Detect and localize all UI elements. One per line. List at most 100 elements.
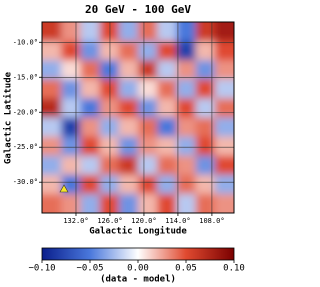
heat-cell <box>138 60 158 80</box>
heat-cell <box>118 60 139 80</box>
heat-cell <box>157 193 177 213</box>
x-tick-label: 108.0° <box>199 217 224 225</box>
heat-cell <box>42 41 62 61</box>
y-tick-label: -10.0° <box>13 38 38 46</box>
heat-cell <box>195 41 216 61</box>
heat-cell <box>118 193 139 213</box>
heat-cell <box>99 193 120 213</box>
heat-cell <box>80 193 101 213</box>
x-tick-label: 132.0° <box>63 217 88 225</box>
heat-cell <box>99 155 120 176</box>
heat-cell <box>157 22 177 42</box>
heat-cell <box>138 136 158 157</box>
heat-cell <box>99 60 120 80</box>
heat-cell <box>176 136 197 157</box>
heat-cell <box>176 41 197 61</box>
y-axis-label: Galactic Latitude <box>3 71 14 164</box>
heat-cell <box>42 174 62 195</box>
heat-cell <box>118 22 139 42</box>
heat-cell <box>195 155 216 176</box>
heat-cell <box>118 98 139 118</box>
heat-cell <box>80 79 101 99</box>
heat-cell <box>99 174 120 195</box>
heat-cell <box>99 136 120 157</box>
heat-cell <box>195 136 216 157</box>
heat-cell <box>176 117 197 138</box>
heat-cell <box>214 79 234 99</box>
heat-cell <box>118 174 139 195</box>
colorbar-tick-label: −0.05 <box>76 264 103 274</box>
heat-cell <box>195 193 216 213</box>
heat-cell <box>118 136 139 157</box>
heat-cell <box>99 98 120 118</box>
colorbar-tick-label: −0.10 <box>28 264 55 274</box>
heat-cell <box>61 79 81 99</box>
chart-title: 20 GeV - 100 GeV <box>85 3 191 16</box>
heat-cell <box>80 174 101 195</box>
heat-cell <box>138 174 158 195</box>
colorbar-tick-label: 0.00 <box>127 264 149 274</box>
heat-cell <box>99 22 120 42</box>
heat-cell <box>99 117 120 138</box>
x-tick-label: 126.0° <box>97 217 122 225</box>
x-tick-label: 120.0° <box>131 217 156 225</box>
heat-cell <box>214 155 234 176</box>
heat-cell <box>42 60 62 80</box>
heat-cell <box>80 60 101 80</box>
heat-cell <box>42 136 62 157</box>
heat-cell <box>42 79 62 99</box>
heat-cell <box>61 98 81 118</box>
heat-cell <box>99 79 120 99</box>
heat-cell <box>195 79 216 99</box>
heat-cell <box>138 79 158 99</box>
heat-cell <box>157 174 177 195</box>
x-axis-label: Galactic Longitude <box>89 226 187 237</box>
heat-cell <box>195 22 216 42</box>
heat-cell <box>42 22 62 42</box>
y-tick-label: -20.0° <box>13 108 38 116</box>
heat-cell <box>176 174 197 195</box>
heat-cell <box>195 60 216 80</box>
heat-cell <box>195 117 216 138</box>
heat-cell <box>214 174 234 195</box>
heat-cell <box>214 136 234 157</box>
heat-cell <box>138 193 158 213</box>
heat-cell <box>157 79 177 99</box>
heat-cell <box>118 155 139 176</box>
heat-cell <box>157 136 177 157</box>
heat-cell <box>176 193 197 213</box>
heat-cell <box>138 22 158 42</box>
colorbar-tick-label: 0.10 <box>223 264 245 274</box>
heat-cell <box>80 98 101 118</box>
heat-cell <box>42 98 62 118</box>
source-marker <box>59 184 69 193</box>
heat-cell <box>214 60 234 80</box>
heat-cell <box>195 174 216 195</box>
heat-cell <box>80 155 101 176</box>
colorbar <box>41 247 235 261</box>
y-tick-label: -25.0° <box>13 143 38 151</box>
x-tick-label: 114.0° <box>165 217 190 225</box>
heat-cell <box>176 22 197 42</box>
y-tick-label: -30.0° <box>13 178 38 186</box>
heat-cell <box>61 41 81 61</box>
heat-cell <box>214 41 234 61</box>
heat-cell <box>61 60 81 80</box>
heat-cell <box>176 60 197 80</box>
heat-cell <box>214 193 234 213</box>
y-tick-label: -15.0° <box>13 73 38 81</box>
heat-cell <box>80 117 101 138</box>
heat-cell <box>157 41 177 61</box>
colorbar-label: (data - model) <box>100 275 176 285</box>
heat-cell <box>157 155 177 176</box>
map-frame <box>41 21 235 214</box>
heat-cell <box>42 193 62 213</box>
heat-cell <box>157 117 177 138</box>
heat-cell <box>42 155 62 176</box>
heat-cell <box>42 117 62 138</box>
heat-cell <box>118 79 139 99</box>
heat-cell <box>99 41 120 61</box>
heat-cell <box>176 155 197 176</box>
heat-cell <box>138 155 158 176</box>
heat-cell <box>61 136 81 157</box>
